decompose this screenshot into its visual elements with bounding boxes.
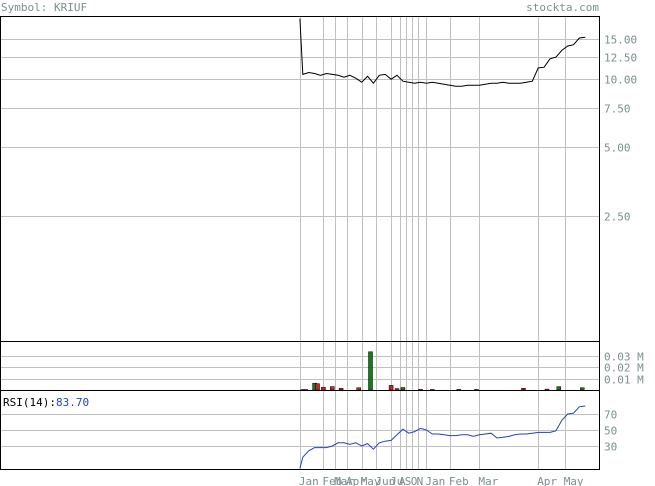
rsi-grid	[0, 390, 600, 470]
x-tick-label: Mar	[334, 475, 354, 486]
x-tick-label: Mar	[478, 475, 498, 486]
price-grid	[0, 16, 600, 341]
volume-tick-label: 0.01 M	[604, 374, 644, 387]
x-tick-label: Ju	[390, 475, 403, 486]
price-line	[299, 18, 586, 87]
volume-bar	[330, 386, 335, 391]
x-tick-label: May	[564, 475, 584, 486]
x-tick-label: Feb	[322, 475, 342, 486]
rsi-tick-label: 50	[604, 425, 617, 438]
price-panel: 15.00 12.50 10.00 7.50 5.00 2.50	[0, 16, 637, 342]
volume-bar	[580, 387, 585, 391]
volume-bar	[388, 385, 394, 391]
price-axis: 15.00 12.50 10.00 7.50 5.00 2.50	[604, 34, 637, 224]
volume-tick-label: 0.02 M	[604, 362, 644, 375]
symbol-label: Symbol: KRIUF	[1, 1, 87, 14]
x-tick-label: Apr	[537, 475, 557, 486]
rsi-axis: 70 50 30	[604, 409, 617, 454]
volume-bar	[400, 387, 406, 391]
volume-bar	[338, 388, 344, 391]
volume-axis: 0.03 M0.02 M0.01 M	[604, 351, 644, 387]
rsi-label-text: RSI(14):	[3, 396, 56, 409]
volume-tick-label: 0.03 M	[604, 351, 644, 364]
x-tick-label: Apr	[346, 475, 366, 486]
x-tick-label: O	[411, 475, 418, 486]
volume-bars	[300, 351, 585, 391]
volume-bar	[315, 383, 320, 391]
volume-bar	[368, 351, 373, 391]
x-tick-label: S	[405, 475, 412, 486]
x-tick-label: May	[361, 475, 381, 486]
rsi-frame	[0, 390, 600, 470]
rsi-value: 83.70	[56, 396, 89, 409]
volume-panel: 0.03 M0.02 M0.01 M	[0, 341, 644, 391]
x-tick-label: A	[399, 475, 406, 486]
rsi-tick-label: 30	[604, 441, 617, 454]
x-tick-label: Jan	[299, 475, 319, 486]
price-tick-label: 2.50	[604, 211, 631, 224]
rsi-line	[299, 405, 586, 469]
x-tick-label: Feb	[449, 475, 469, 486]
price-tick-label: 10.00	[604, 74, 637, 87]
x-tick-label: N	[417, 475, 424, 486]
volume-bar	[321, 386, 326, 391]
price-tick-label: 5.00	[604, 142, 631, 155]
price-tick-label: 15.00	[604, 34, 637, 47]
price-tick-label: 12.50	[604, 52, 637, 65]
volume-bar	[394, 388, 400, 391]
rsi-label: RSI(14):83.70	[3, 396, 89, 409]
site-label: stockta.com	[526, 1, 599, 14]
rsi-tick-label: 70	[604, 409, 617, 422]
volume-bar	[556, 386, 562, 391]
rsi-panel: 70 50 30 RSI(14):83.70	[0, 390, 617, 470]
volume-bar	[356, 387, 361, 391]
volume-bar	[544, 388, 550, 391]
x-tick-label: Jun	[375, 475, 395, 486]
x-tick-label: Jan	[425, 475, 445, 486]
price-tick-label: 7.50	[604, 103, 631, 116]
volume-grid	[0, 341, 600, 390]
volume-bar	[521, 388, 526, 391]
